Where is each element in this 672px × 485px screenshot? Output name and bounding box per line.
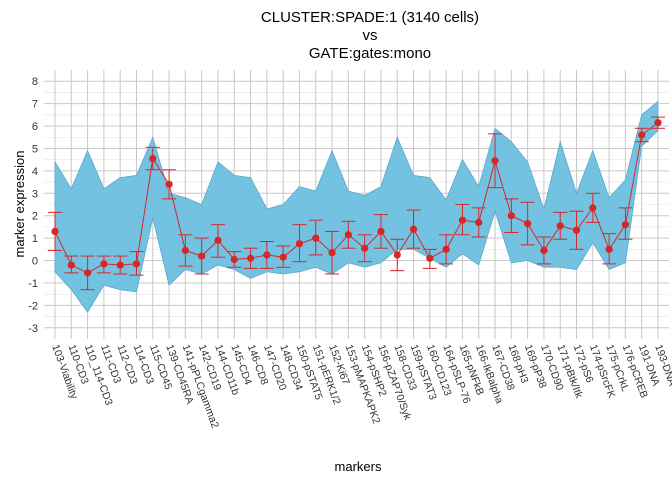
- data-point: [230, 255, 238, 264]
- data-point: [426, 254, 434, 262]
- data-point: [556, 222, 564, 230]
- data-point: [475, 218, 483, 227]
- data-point: [458, 216, 467, 224]
- cluster-mean-line: [54, 122, 659, 274]
- y-tick-label: -3: [28, 323, 38, 335]
- data-point: [507, 212, 515, 220]
- data-point: [51, 227, 59, 235]
- y-tick-label: 3: [32, 188, 38, 200]
- data-point: [377, 227, 385, 235]
- gate-band-area: [54, 100, 659, 313]
- data-point: [263, 251, 271, 259]
- data-point: [295, 240, 304, 248]
- data-point: [524, 219, 532, 228]
- data-point: [442, 245, 450, 253]
- data-point: [638, 131, 646, 139]
- data-point: [149, 154, 157, 163]
- y-tick-label: 0: [32, 256, 38, 268]
- data-point: [589, 204, 597, 212]
- data-point: [491, 157, 499, 165]
- y-tick-label: -1: [28, 278, 38, 290]
- data-point: [132, 260, 141, 268]
- gate-band-layer: [54, 100, 659, 313]
- data-point: [83, 269, 92, 277]
- data-point: [409, 225, 418, 233]
- data-point: [246, 254, 255, 262]
- data-point: [198, 252, 206, 260]
- data-point: [572, 226, 581, 234]
- y-tick-label: 4: [32, 166, 38, 178]
- data-point: [605, 245, 613, 253]
- chart-title-line-3: GATE:gates:mono: [309, 45, 431, 62]
- data-point: [540, 246, 548, 255]
- data-point: [181, 246, 189, 255]
- data-point: [116, 261, 124, 269]
- data-point: [214, 236, 222, 244]
- chart-title-line-2: vs: [363, 27, 378, 44]
- y-tick-label: 5: [32, 143, 38, 155]
- x-tick-labels: 103-Viability110-CD3110_114-CD3111-CD311…: [49, 343, 672, 430]
- data-point: [344, 231, 352, 239]
- y-tick-label: 8: [32, 76, 38, 88]
- data-point: [67, 261, 75, 269]
- data-point: [328, 249, 336, 257]
- data-point: [279, 253, 287, 261]
- y-tick-label: -2: [28, 300, 38, 312]
- data-point: [621, 221, 630, 229]
- y-tick-labels: -3 -2 -1 0 1 2 3 4 5 6 7 8: [28, 76, 38, 335]
- data-point: [393, 251, 401, 259]
- x-axis-title: markers: [335, 459, 382, 474]
- data-point: [361, 244, 369, 252]
- chart-title-line-1: CLUSTER:SPADE:1 (3140 cells): [261, 9, 479, 26]
- data-point: [312, 234, 320, 242]
- data-point: [654, 119, 662, 127]
- y-tick-label: 6: [32, 121, 38, 133]
- y-tick-label: 1: [32, 233, 38, 245]
- y-tick-label: 2: [32, 211, 38, 223]
- y-axis-title: marker expression: [12, 151, 27, 258]
- data-point: [100, 260, 108, 268]
- data-point: [165, 180, 173, 188]
- y-tick-label: 7: [32, 99, 38, 111]
- cluster-series-layer: [48, 116, 665, 291]
